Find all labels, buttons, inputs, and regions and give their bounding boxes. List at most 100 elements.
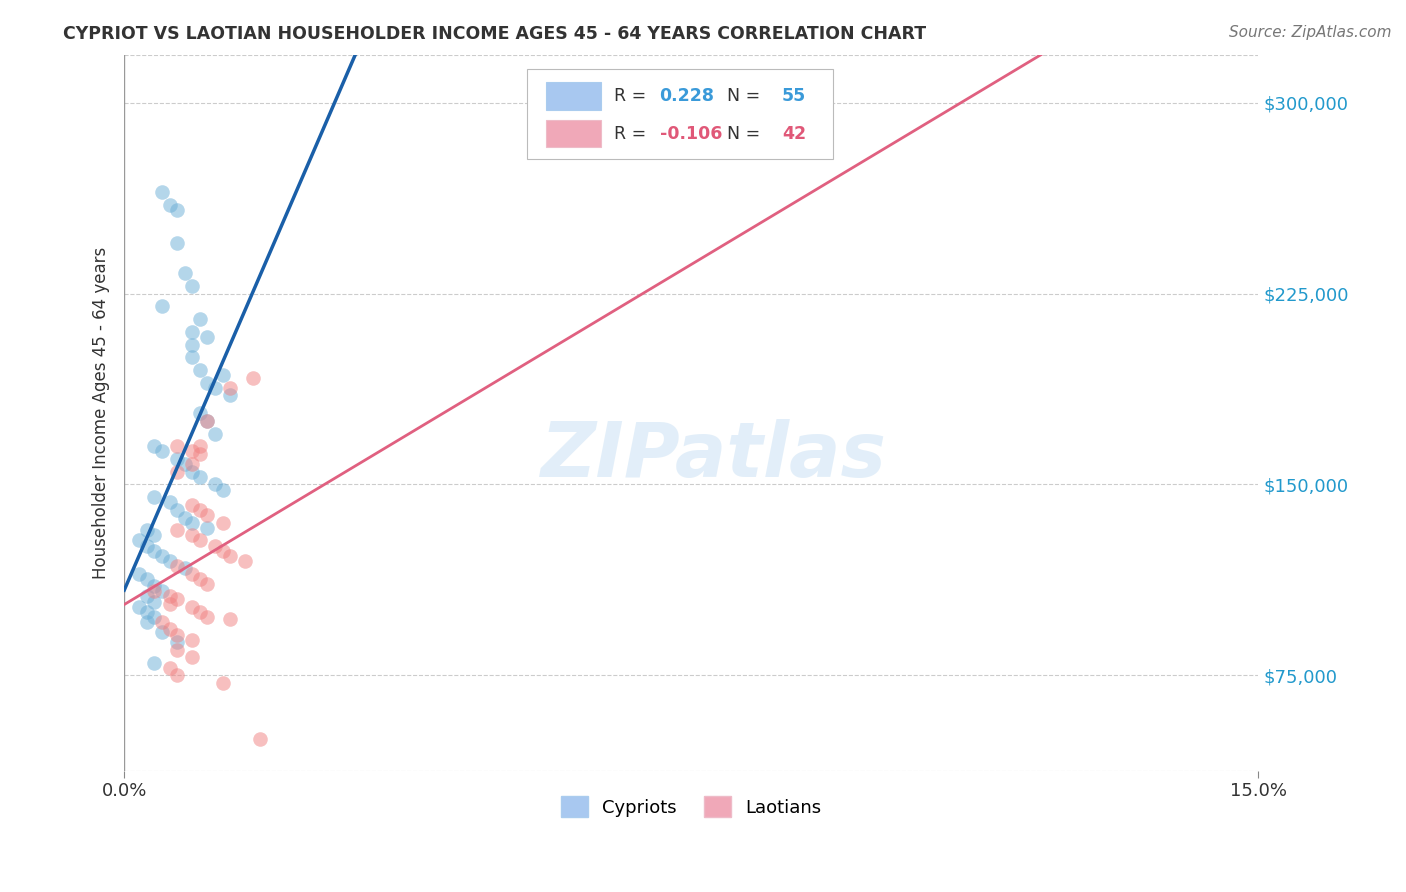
Point	[204, 426, 226, 441]
Point	[166, 558, 188, 573]
Text: N =: N =	[716, 87, 766, 105]
Point	[181, 351, 204, 365]
Point	[188, 312, 211, 326]
Point	[181, 498, 204, 512]
Point	[135, 615, 157, 629]
Point	[197, 414, 219, 428]
FancyBboxPatch shape	[527, 70, 834, 159]
Point	[181, 516, 204, 530]
Point	[219, 612, 242, 626]
Point	[159, 590, 181, 604]
Point	[150, 549, 173, 563]
Point	[197, 508, 219, 522]
Point	[166, 465, 188, 479]
Point	[143, 579, 166, 593]
Point	[188, 503, 211, 517]
Text: CYPRIOT VS LAOTIAN HOUSEHOLDER INCOME AGES 45 - 64 YEARS CORRELATION CHART: CYPRIOT VS LAOTIAN HOUSEHOLDER INCOME AG…	[63, 25, 927, 43]
Point	[173, 510, 195, 524]
Point	[181, 528, 204, 542]
Point	[181, 457, 204, 471]
Point	[135, 605, 157, 619]
Point	[188, 406, 211, 420]
Point	[173, 266, 195, 280]
Point	[211, 483, 233, 497]
Point	[181, 632, 204, 647]
Point	[233, 554, 256, 568]
Point	[219, 388, 242, 402]
Point	[181, 444, 204, 458]
Text: 42: 42	[782, 125, 806, 143]
Point	[249, 731, 271, 746]
Point	[128, 599, 150, 614]
Point	[159, 623, 181, 637]
Point	[135, 572, 157, 586]
Point	[211, 676, 233, 690]
Point	[166, 452, 188, 467]
Bar	[546, 120, 600, 147]
Point	[150, 615, 173, 629]
Point	[159, 597, 181, 611]
Point	[197, 330, 219, 344]
Point	[159, 197, 181, 211]
Point	[166, 635, 188, 649]
Point	[166, 439, 188, 453]
Text: R =: R =	[614, 87, 652, 105]
Point	[128, 566, 150, 581]
Point	[159, 554, 181, 568]
Point	[166, 627, 188, 641]
Bar	[546, 82, 600, 110]
Text: ZIPatlas: ZIPatlas	[541, 419, 887, 493]
Point	[204, 477, 226, 491]
Point	[166, 202, 188, 217]
Point	[173, 561, 195, 575]
Point	[150, 185, 173, 199]
Point	[166, 643, 188, 657]
Point	[143, 439, 166, 453]
Point	[181, 650, 204, 665]
Point	[166, 523, 188, 537]
Text: R =: R =	[614, 125, 652, 143]
Point	[188, 572, 211, 586]
Point	[150, 299, 173, 313]
Point	[181, 325, 204, 339]
Point	[135, 590, 157, 604]
Point	[143, 584, 166, 599]
Point	[159, 495, 181, 509]
Text: 55: 55	[782, 87, 806, 105]
Legend: Cypriots, Laotians: Cypriots, Laotians	[553, 787, 831, 826]
Point	[197, 521, 219, 535]
Point	[188, 605, 211, 619]
Point	[188, 470, 211, 484]
Point	[150, 444, 173, 458]
Point	[143, 609, 166, 624]
Point	[128, 533, 150, 548]
Point	[143, 656, 166, 670]
Text: 0.228: 0.228	[659, 87, 714, 105]
Point	[211, 368, 233, 382]
Point	[143, 528, 166, 542]
Point	[197, 376, 219, 390]
Point	[188, 447, 211, 461]
Point	[143, 543, 166, 558]
Point	[135, 539, 157, 553]
Point	[159, 660, 181, 674]
Point	[181, 566, 204, 581]
Point	[188, 533, 211, 548]
Point	[181, 337, 204, 351]
Text: -0.106: -0.106	[659, 125, 721, 143]
Point	[204, 381, 226, 395]
Point	[188, 363, 211, 377]
Point	[204, 539, 226, 553]
Point	[197, 609, 219, 624]
Point	[166, 668, 188, 682]
Point	[181, 465, 204, 479]
Point	[181, 279, 204, 293]
Point	[143, 490, 166, 504]
Point	[211, 543, 233, 558]
Point	[166, 591, 188, 606]
Point	[143, 594, 166, 608]
Point	[211, 516, 233, 530]
Point	[181, 599, 204, 614]
Point	[173, 457, 195, 471]
Point	[166, 235, 188, 250]
